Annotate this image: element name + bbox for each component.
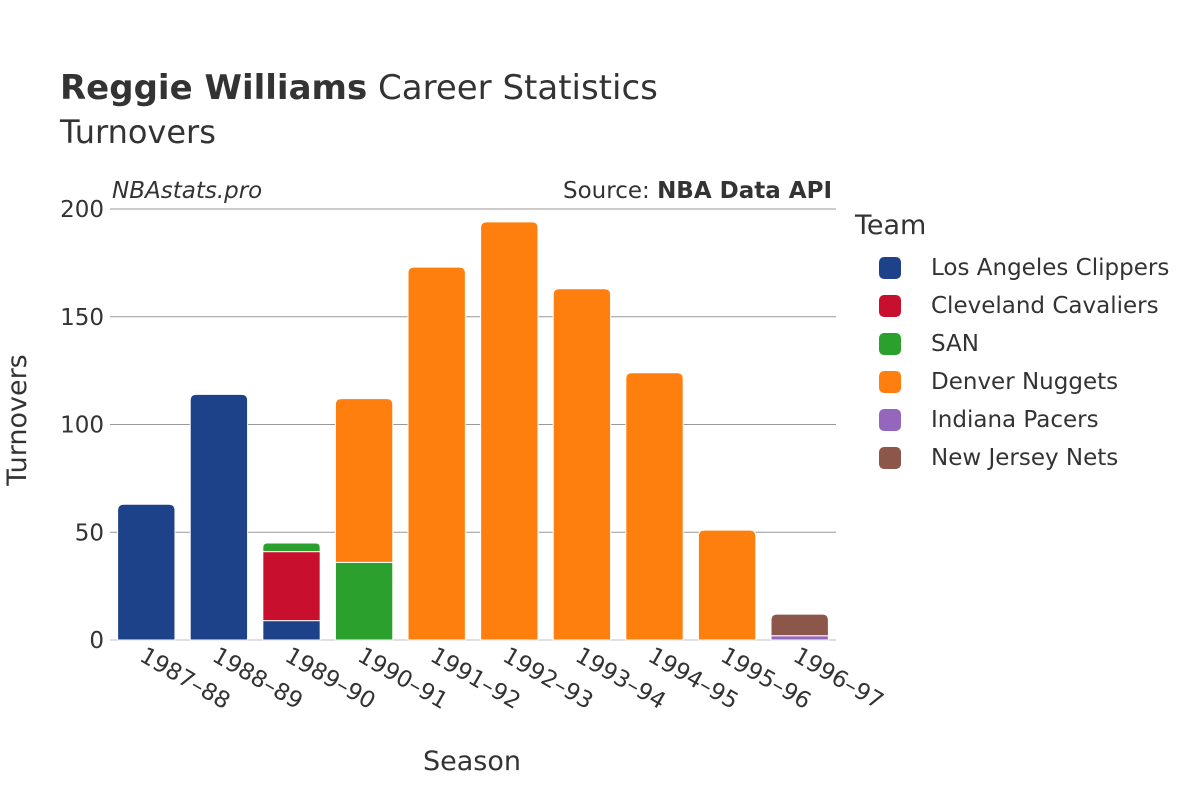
- legend-label: Los Angeles Clippers: [931, 255, 1170, 281]
- y-tick-label: 50: [75, 520, 104, 546]
- source-name: NBA Data API: [657, 178, 832, 204]
- x-axis-label: Season: [423, 746, 521, 777]
- bar-segment: [407, 266, 466, 641]
- bar-segment: [552, 288, 612, 641]
- bar-segment: [334, 561, 394, 641]
- bars: [117, 221, 829, 641]
- y-tick-label: 150: [60, 305, 104, 331]
- legend: Team Los Angeles Clippers Cleveland Caval…: [855, 210, 1169, 477]
- y-tick-label: 200: [60, 197, 104, 223]
- chart-title: Reggie Williams Career Statistics: [60, 66, 658, 110]
- legend-label: Indiana Pacers: [931, 407, 1099, 433]
- legend-items: Los Angeles Clippers Cleveland Cavaliers S…: [855, 249, 1169, 477]
- bar-segment: [262, 620, 321, 641]
- legend-swatch: [879, 257, 901, 279]
- bar-segment: [117, 503, 176, 641]
- bar-segment: [770, 635, 829, 641]
- legend-swatch: [879, 295, 901, 317]
- legend-swatch: [879, 447, 901, 469]
- bar-segment: [262, 551, 321, 622]
- bar-segment: [334, 398, 394, 563]
- bar-segment: [697, 529, 757, 641]
- y-tick-labels: 0 50 100 150 200: [60, 197, 104, 654]
- title-rest: Career Statistics: [378, 68, 658, 108]
- legend-label: SAN: [931, 331, 979, 357]
- legend-item[interactable]: Los Angeles Clippers: [855, 249, 1169, 287]
- legend-label: Denver Nuggets: [931, 369, 1119, 395]
- source-note: Source: NBA Data API: [563, 178, 832, 204]
- player-name: Reggie Williams: [60, 68, 368, 108]
- x-tick-labels: 1987–881988–891989–901990–911991–921992–…: [135, 643, 887, 715]
- legend-title: Team: [855, 210, 927, 241]
- legend-item[interactable]: Denver Nuggets: [855, 363, 1169, 401]
- y-tick-label: 100: [60, 413, 104, 439]
- chart-subtitle: Turnovers: [60, 113, 216, 151]
- y-axis-label: Turnovers: [2, 354, 33, 487]
- bar-segment: [480, 221, 539, 641]
- y-tick-label: 0: [89, 628, 104, 654]
- legend-label: New Jersey Nets: [931, 445, 1119, 471]
- legend-swatch: [879, 333, 901, 355]
- legend-swatch: [879, 371, 901, 393]
- bar-segment: [625, 372, 684, 641]
- source-prefix: Source:: [563, 178, 658, 204]
- legend-item[interactable]: Cleveland Cavaliers: [855, 287, 1169, 325]
- watermark: NBAstats.pro: [112, 178, 263, 204]
- legend-item[interactable]: SAN: [855, 325, 1169, 363]
- legend-swatch: [879, 409, 901, 431]
- bar-segment: [262, 542, 321, 553]
- bar-segment: [189, 393, 249, 641]
- legend-item[interactable]: Indiana Pacers: [855, 401, 1169, 439]
- legend-item[interactable]: New Jersey Nets: [855, 439, 1169, 477]
- legend-label: Cleveland Cavaliers: [931, 293, 1159, 319]
- bar-segment: [770, 613, 829, 637]
